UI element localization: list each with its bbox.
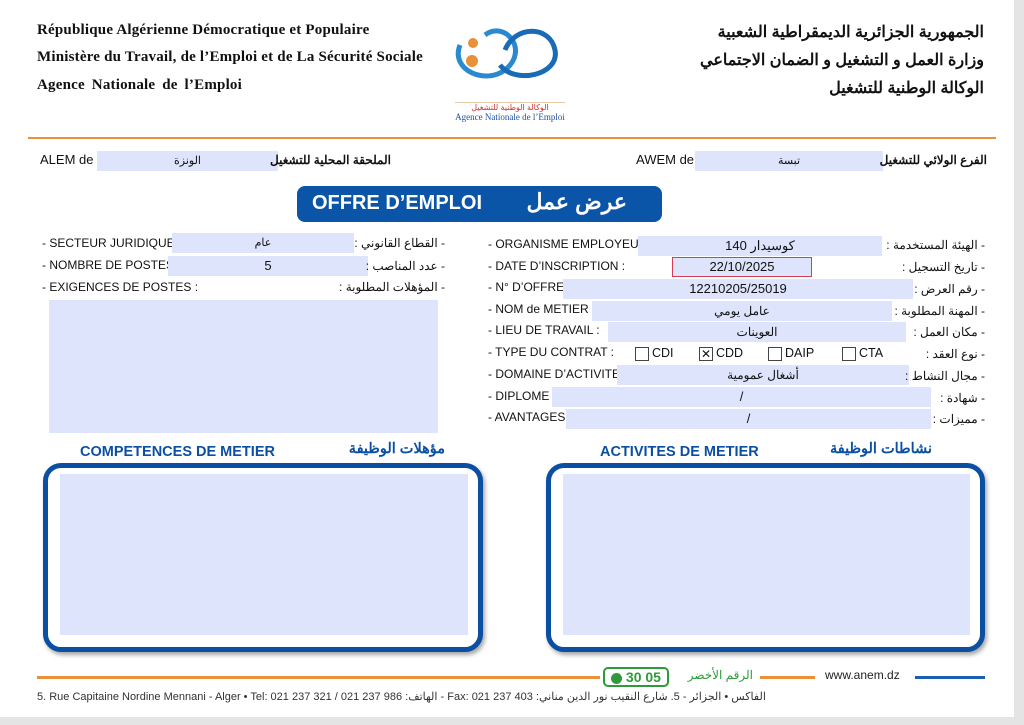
diplome-field[interactable]: /: [552, 387, 931, 407]
activites-box: [546, 463, 985, 652]
footer-address: 5. Rue Capitaine Nordine Mennani - Alger…: [37, 691, 766, 703]
postes-label-ar: - عدد المناصب :: [365, 259, 445, 273]
contrat-label-ar: - نوع العقد :: [925, 347, 985, 361]
contract-cdd[interactable]: ✕ CDD: [699, 343, 743, 363]
footer-line-orange: [37, 676, 600, 679]
offre-label-ar: - رقم العرض :: [914, 282, 985, 296]
offre-field[interactable]: 12210205/25019: [563, 279, 913, 299]
title-fr: OFFRE D’EMPLOI: [312, 192, 482, 214]
exigences-label-ar: - المؤهلات المطلوبة :: [339, 280, 445, 294]
metier-field[interactable]: عامل يومي: [592, 301, 892, 321]
header-ar-line-1: الجمهورية الجزائرية الديمقراطية الشعبية: [717, 24, 984, 41]
alem-label-ar: الملحقة المحلية للتشغيل: [270, 153, 391, 167]
postes-label: - NOMBRE DE POSTES :: [42, 258, 181, 272]
activites-heading: ACTIVITES DE METIER: [600, 444, 759, 460]
secteur-label: - SECTEUR JURIDIQUE :: [42, 236, 182, 250]
header-ar-line-3: الوكالة الوطنية للتشغيل: [829, 80, 984, 97]
lieu-label: - LIEU DE TRAVAIL :: [488, 323, 600, 337]
activites-heading-ar: نشاطات الوظيفة: [830, 441, 932, 457]
competences-box: [43, 463, 483, 652]
postes-field[interactable]: 5: [168, 256, 368, 276]
cta-label: CTA: [859, 346, 884, 360]
contract-cdi[interactable]: CDI: [635, 343, 674, 363]
diplome-label-ar: - شهادة :: [940, 391, 985, 405]
logo-text-fr: Agence Nationale de l’Emploi: [455, 112, 565, 122]
phone-icon: [611, 672, 623, 684]
awem-label: AWEM de: [636, 152, 695, 167]
header-line-2: Ministère du Travail, de l’Emploi et de …: [37, 49, 423, 65]
header-line-1: République Algérienne Démocratique et Po…: [37, 22, 370, 38]
cdd-label: CDD: [716, 346, 744, 360]
awem-label-ar: الفرع الولائي للتشغيل: [879, 153, 987, 167]
avantages-label-ar: - مميزات :: [932, 412, 985, 426]
green-number-label: الرقم الأخضر: [687, 668, 753, 682]
green-number-badge: 30 05: [603, 667, 669, 687]
anem-logo-icon: [455, 28, 558, 79]
title-banner: OFFRE D’EMPLOI عرض عمل: [297, 186, 662, 222]
domaine-label-ar: - مجال النشاط :: [905, 369, 985, 383]
competences-heading: COMPETENCES DE METIER: [80, 444, 275, 460]
date-field[interactable]: 22/10/2025: [672, 257, 812, 277]
secteur-label-ar: - القطاع القانوني :: [354, 236, 445, 250]
lieu-field[interactable]: العوينات: [608, 322, 906, 342]
lieu-label-ar: - مكان العمل :: [913, 325, 985, 339]
organisme-field[interactable]: كوسيدار 140: [638, 236, 882, 256]
cdi-label: CDI: [652, 346, 674, 360]
page-edge: [1014, 0, 1024, 725]
header-line-3: Agence Nationale de l’Emploi: [37, 77, 243, 93]
website-link[interactable]: www.anem.dz: [825, 668, 900, 682]
secteur-field[interactable]: عام: [172, 233, 354, 253]
avantages-field[interactable]: /: [566, 409, 931, 429]
avantages-label: - AVANTAGES :: [488, 410, 573, 424]
anem-logo: الوكالة الوطنية للتشغيل Agence Nationale…: [445, 15, 575, 125]
offre-label: - N° D’OFFRE :: [488, 280, 571, 294]
competences-heading-ar: مؤهلات الوظيفة: [348, 441, 445, 457]
footer-line-blue: [915, 676, 985, 679]
daip-checkbox[interactable]: [768, 346, 782, 361]
metier-label: - NOM de METIER :: [488, 302, 596, 316]
domaine-field[interactable]: أشغال عمومية: [617, 365, 909, 385]
title-ar: عرض عمل: [526, 189, 627, 214]
organisme-label: - ORGANISME EMPLOYEUR :: [488, 237, 655, 251]
diplome-label: - DIPLOME :: [488, 389, 557, 403]
exigences-label: - EXIGENCES DE POSTES :: [42, 280, 199, 294]
contrat-label: - TYPE DU CONTRAT :: [488, 345, 615, 359]
cdi-checkbox[interactable]: [635, 346, 649, 361]
page-edge-bottom: [0, 717, 1024, 725]
organisme-label-ar: - الهيئة المستخدمة :: [886, 238, 985, 252]
alem-label: ALEM de: [40, 152, 94, 167]
logo-text-ar: الوكالة الوطنية للتشغيل: [471, 103, 549, 112]
date-label-ar: - تاريخ التسجيل :: [902, 260, 985, 274]
footer-line-orange-2: [760, 676, 815, 679]
header-divider: [28, 137, 996, 139]
competences-textarea[interactable]: [60, 474, 468, 635]
domaine-label: - DOMAINE D’ACTIVITE :: [488, 367, 627, 381]
contract-cta[interactable]: CTA: [842, 343, 883, 363]
daip-label: DAIP: [785, 346, 815, 360]
alem-field[interactable]: الونزة: [97, 151, 278, 171]
header-ar-line-2: وزارة العمل و التشغيل و الضمان الاجتماعي: [700, 52, 984, 69]
awem-field[interactable]: تبسة: [695, 151, 883, 171]
green-number: 30 05: [625, 669, 661, 685]
cta-checkbox[interactable]: [842, 346, 856, 361]
activites-textarea[interactable]: [563, 474, 970, 635]
date-label: - DATE D’INSCRIPTION :: [488, 259, 626, 273]
exigences-textarea[interactable]: [49, 300, 438, 433]
metier-label-ar: - المهنة المطلوبة :: [894, 304, 985, 318]
cdd-checkbox[interactable]: ✕: [699, 346, 713, 361]
contract-daip[interactable]: DAIP: [768, 343, 814, 363]
